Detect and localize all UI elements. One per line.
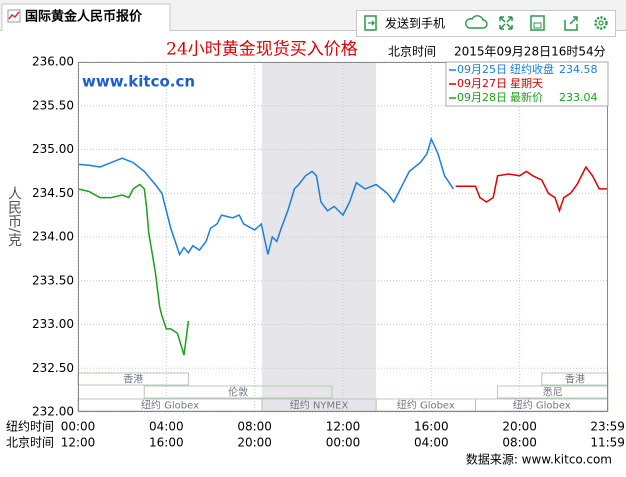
fullscreen-icon[interactable] [499, 16, 513, 30]
session-box [143, 385, 333, 399]
tab-icon [7, 9, 21, 23]
session-label: 纽约 Globex [513, 399, 571, 412]
legend-value: 233.04 [559, 91, 598, 104]
save-icon[interactable] [530, 15, 545, 31]
x-tick-label: 00:00 [61, 420, 96, 434]
x-row-label: 纽约时间 [6, 419, 54, 434]
y-tick-label: 234.50 [32, 186, 74, 200]
x2-tick-label: 12:00 [61, 436, 96, 450]
x2-tick-label: 16:00 [149, 436, 184, 450]
share-icon[interactable] [564, 16, 578, 31]
x-tick-label: 23:59 [590, 420, 625, 434]
tab[interactable] [1, 3, 171, 31]
x2-tick-label: 08:00 [502, 436, 537, 450]
y-tick-label: 235.00 [32, 142, 74, 156]
x-tick-label: 12:00 [326, 420, 361, 434]
chart-title: 24小时黄金现货买入价格 [166, 40, 358, 60]
legend-name: 09月27日 [457, 77, 507, 90]
y-tick-label: 234.00 [32, 230, 74, 244]
x2-tick-label: 20:00 [237, 436, 272, 450]
tab-title: 国际黄金人民币报价 [25, 9, 143, 25]
x2-tick-label: 00:00 [326, 436, 361, 450]
y-tick-label: 233.50 [32, 273, 74, 287]
plot-border [78, 62, 608, 412]
chart: 232.00 232.50 233.00 233.50 234.00 234.50 235.… [6, 40, 625, 450]
y-tick-label: 232.50 [32, 361, 74, 375]
session-label: 香港 [565, 374, 585, 386]
x2-row-label: 北京时间 [6, 436, 54, 450]
timestamp: 2015年09月28日16时54分 [454, 45, 606, 59]
legend-value: 234.58 [559, 63, 598, 76]
x2-tick-label: 11:59 [590, 436, 625, 450]
x-tick-label: 08:00 [237, 420, 272, 434]
session-label: 伦敦 [228, 386, 248, 399]
series-line [455, 165, 608, 214]
send-label[interactable]: 发送到手机 [385, 16, 445, 31]
toolbar [356, 10, 616, 37]
session-label: 纽约 NYMEX [290, 399, 349, 412]
session-label: 纽约 Globex [397, 399, 455, 412]
footer: 数据来源: www.kitco.com [466, 452, 612, 467]
session-label: 悉尼 [543, 387, 563, 399]
x-tick-label: 04:00 [149, 420, 184, 434]
y-axis-label: 人民币/克 [6, 186, 22, 248]
y-tick-label: 232.00 [32, 405, 74, 419]
x-tick-label: 20:00 [502, 420, 537, 434]
watermark: www.kitco.cn [82, 73, 195, 91]
legend-box [445, 61, 609, 107]
session-label: 香港 [123, 374, 143, 386]
send-button[interactable] [364, 15, 377, 31]
series-line [77, 136, 455, 257]
legend-note: 纽约收盘 [510, 62, 554, 76]
legend-name: 09月25日 [457, 63, 507, 76]
legend-note: 星期天 [510, 77, 543, 90]
time-label: 北京时间 [388, 45, 436, 59]
y-tick-label: 236.00 [32, 55, 74, 69]
session-label: 纽约 Globex [141, 399, 199, 412]
cloud-icon[interactable] [465, 15, 488, 29]
y-tick-label: 233.00 [32, 317, 74, 331]
x2-tick-label: 04:00 [414, 436, 449, 450]
series-line [77, 183, 190, 356]
y-tick-label: 235.50 [32, 98, 74, 112]
legend-name: 09月28日 [457, 91, 507, 104]
x-tick-label: 16:00 [414, 420, 449, 434]
settings-icon[interactable] [594, 16, 608, 30]
legend-note: 最新价 [510, 90, 543, 104]
